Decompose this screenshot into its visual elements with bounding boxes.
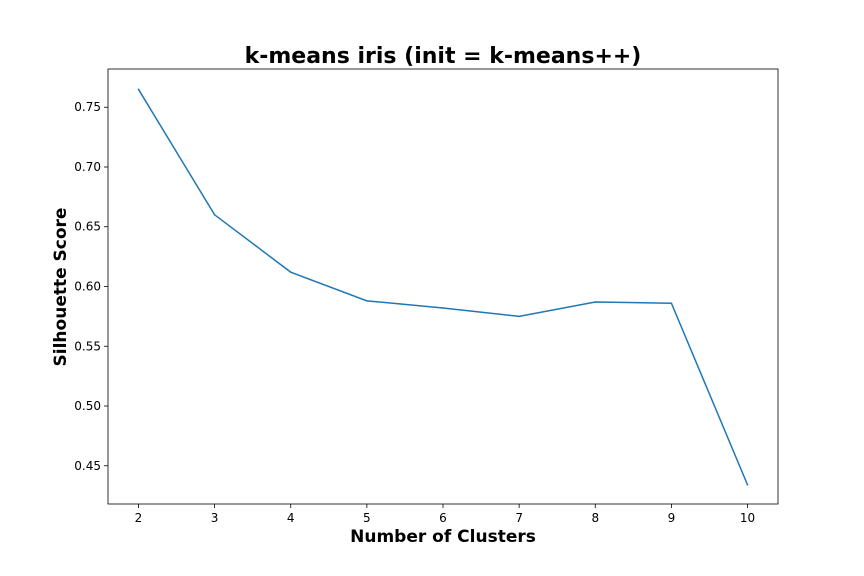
data-point — [366, 300, 368, 302]
x-axis-label: Number of Clusters — [350, 527, 536, 547]
data-point — [289, 271, 292, 273]
x-tick-label: 5 — [363, 511, 371, 525]
data-point — [137, 88, 140, 91]
data-point — [213, 213, 216, 216]
series-points — [137, 88, 749, 486]
y-tick-label: 0.45 — [74, 459, 101, 473]
y-tick-label: 0.65 — [74, 220, 101, 234]
x-tick-label: 8 — [591, 511, 599, 525]
plot-frame — [107, 68, 779, 505]
data-point — [670, 302, 673, 305]
x-tick-label: 2 — [135, 511, 143, 525]
y-tick-label: 0.55 — [74, 339, 101, 353]
x-axis: 2 3 4 5 6 7 8 9 10 — [135, 504, 755, 525]
data-point — [746, 484, 749, 486]
y-axis-label: Silhouette Score — [51, 208, 71, 367]
y-axis: 0.45 0.50 0.55 0.60 0.65 0.70 0.75 — [74, 100, 108, 473]
x-tick-label: 10 — [740, 511, 755, 525]
series-line — [137, 88, 749, 486]
y-tick-label: 0.60 — [74, 280, 101, 294]
data-point — [442, 307, 444, 309]
x-tick-label: 9 — [668, 511, 676, 525]
y-tick-label: 0.70 — [74, 160, 101, 174]
y-tick-label: 0.75 — [74, 100, 101, 114]
x-tick-label: 6 — [439, 511, 447, 525]
x-tick-label: 3 — [211, 511, 219, 525]
data-point — [594, 301, 597, 303]
data-point — [518, 315, 520, 318]
chart-title: k-means iris (init = k-means++) — [245, 44, 642, 69]
x-tick-label: 4 — [287, 511, 295, 525]
y-tick-label: 0.50 — [74, 399, 101, 413]
x-tick-label: 7 — [515, 511, 523, 525]
